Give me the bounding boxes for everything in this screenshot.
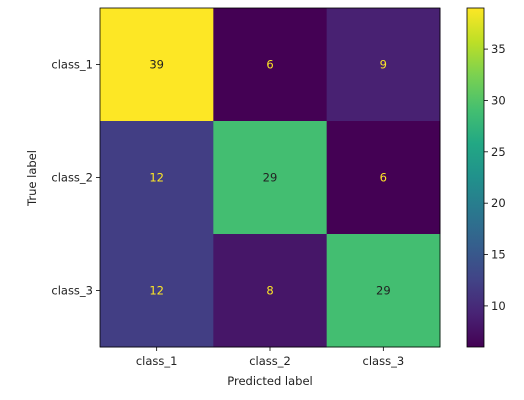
matrix-cells: 39 6 9 12 29 6 12 8 29: [100, 8, 441, 348]
matrix-cell: [213, 234, 328, 348]
y-tick-label: class_3: [51, 284, 93, 298]
y-axis-label: True label: [25, 150, 39, 207]
matrix-cell: [213, 8, 328, 122]
cell-value-label: 9: [380, 58, 387, 72]
colorbar-tick-label: 30: [491, 93, 506, 107]
cell-value-label: 6: [266, 58, 273, 72]
x-axis-label: Predicted label: [227, 374, 312, 388]
y-axis: class_1 class_2 class_3: [51, 58, 100, 298]
cell-value-label: 6: [380, 171, 387, 185]
colorbar-tick-label: 15: [491, 248, 506, 262]
colorbar-axis: 10 15 20 25 30 35: [484, 42, 506, 313]
colorbar: [466, 7, 485, 348]
cell-value-label: 12: [149, 171, 164, 185]
matrix-cell: [326, 234, 441, 348]
x-tick-label: class_2: [249, 354, 291, 368]
cell-value-label: 39: [149, 58, 164, 72]
matrix-cell: [326, 121, 441, 235]
colorbar-tick-label: 25: [491, 145, 506, 159]
y-tick-label: class_1: [51, 58, 93, 72]
x-tick-label: class_1: [136, 354, 178, 368]
x-tick-label: class_3: [363, 354, 405, 368]
cell-value-label: 29: [263, 171, 278, 185]
matrix-cell: [326, 8, 441, 122]
matrix-cell: [100, 121, 214, 235]
matrix-cell: [100, 234, 214, 348]
colorbar-tick-label: 35: [491, 42, 506, 56]
matrix-cell: [213, 121, 328, 235]
cell-value-label: 8: [266, 284, 273, 298]
matrix-cell: [100, 8, 214, 122]
cell-value-label: 12: [149, 284, 164, 298]
colorbar-tick-label: 10: [491, 299, 506, 313]
cell-value-label: 29: [376, 284, 391, 298]
colorbar-tick-label: 20: [491, 196, 506, 210]
x-axis: class_1 class_2 class_3: [136, 347, 404, 368]
y-tick-label: class_2: [51, 171, 93, 185]
